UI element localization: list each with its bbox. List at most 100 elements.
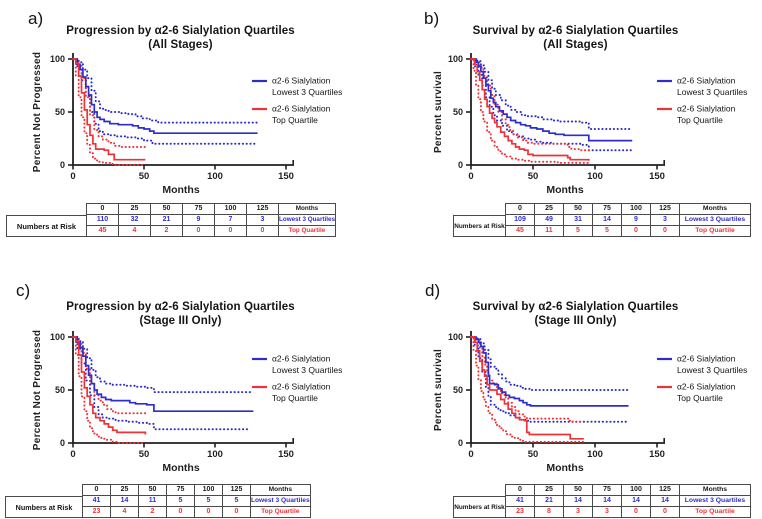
risk-header-row: 0 25 50 75 100 125 Months: [505, 484, 751, 496]
legend-label-line2: Lowest 3 Quartiles: [677, 365, 747, 375]
risk-cell: Months: [679, 484, 751, 496]
numbers-at-risk-label: Numbers at Risk: [6, 215, 87, 237]
risk-data-row: 41 14 11 5 5 5 Lowest 3 Quartiles: [82, 495, 311, 507]
km-curve-ci_lower: [470, 58, 634, 152]
x-tick-label: 100: [207, 171, 223, 182]
y-tick-label: 50: [453, 385, 463, 395]
risk-cell: 11: [534, 225, 564, 237]
panel-c: c) Progression by α2-6 Sialylation Quart…: [0, 270, 381, 519]
risk-cell: 23: [82, 506, 111, 518]
legend-label-line1: α2-6 Sialylation: [677, 104, 736, 114]
risk-cell: Top Quartile: [679, 506, 751, 518]
legend-label-line2: Top Quartile: [272, 115, 318, 125]
risk-cell: 0: [82, 484, 111, 496]
panel-c-title-line2: (Stage III Only): [139, 314, 222, 327]
risk-cell: 8: [534, 506, 564, 518]
risk-cell: Lowest 3 Quartiles: [679, 495, 751, 507]
km-curve-ci_upper: [470, 58, 634, 130]
risk-cell: 11: [138, 495, 167, 507]
risk-cell: 3: [650, 214, 680, 226]
risk-cell: 50: [563, 203, 593, 215]
x-tick-label: 0: [70, 171, 75, 182]
risk-cell: 50: [138, 484, 167, 496]
panel-d-title-line1: Survival by α2-6 Sialylation Quartiles: [472, 301, 679, 313]
km-chart-c: 0 50 100 0 50 100 150 Months Percent Not Progres…: [32, 330, 342, 474]
risk-cell: 75: [182, 203, 215, 215]
risk-cell: 25: [534, 203, 564, 215]
risk-cell: 100: [621, 203, 651, 215]
x-axis-title: Months: [162, 462, 199, 474]
risk-cell: 75: [166, 484, 195, 496]
panel-letter-a: a): [28, 9, 44, 28]
risk-cell: 7: [214, 214, 247, 226]
risk-cell: 125: [246, 203, 279, 215]
risk-cell: 45: [505, 225, 535, 237]
legend-label-line2: Lowest 3 Quartiles: [272, 365, 342, 375]
numbers-at-risk-grid: 0 25 50 75 100 125 Months 41 14 11 5 5 5 Lowest 3 Qua…: [82, 484, 311, 518]
risk-cell: 41: [505, 495, 535, 507]
risk-cell: 100: [621, 484, 651, 496]
risk-cell: 125: [650, 484, 680, 496]
x-axis-title: Months: [546, 184, 583, 196]
y-tick-label: 50: [55, 385, 65, 395]
numbers-at-risk-table-c: Numbers at Risk 0 25 50 75 100 125 Months 41 14 11…: [5, 484, 311, 518]
legend-label-line1: α2-6 Sialylation: [272, 104, 331, 114]
x-tick-label: 0: [468, 171, 473, 182]
panel-letter-c: c): [16, 281, 31, 300]
panel-d-title: Survival by α2-6 Sialylation Quartiles (…: [403, 301, 748, 328]
risk-cell: 125: [222, 484, 251, 496]
risk-cell: 14: [650, 495, 680, 507]
numbers-at-risk-label: Numbers at Risk: [5, 496, 83, 518]
risk-cell: 14: [592, 495, 622, 507]
risk-data-row: 109 49 31 14 9 3 Lowest 3 Quartiles: [505, 214, 751, 226]
risk-cell: 25: [118, 203, 151, 215]
km-curve-estimate: [471, 336, 629, 407]
risk-data-row: 45 4 2 0 0 0 Top Quartile: [86, 225, 336, 237]
x-tick-label: 100: [587, 171, 603, 182]
x-tick-label: 150: [649, 449, 665, 460]
legend-label-line2: Lowest 3 Quartiles: [272, 87, 342, 97]
risk-cell: 0: [621, 506, 651, 518]
y-tick-label: 50: [55, 107, 65, 117]
risk-cell: 100: [194, 484, 223, 496]
x-tick-label: 150: [278, 171, 294, 182]
km-curve-ci_upper: [72, 58, 147, 148]
risk-cell: 2: [150, 225, 183, 237]
risk-cell: 21: [534, 495, 564, 507]
risk-cell: 0: [214, 225, 247, 237]
y-axis-title: Percent survival: [433, 349, 444, 431]
risk-cell: 5: [592, 225, 622, 237]
x-tick-label: 50: [528, 449, 539, 460]
risk-data-row: 23 4 2 0 0 0 Top Quartile: [82, 506, 311, 518]
risk-cell: 9: [182, 214, 215, 226]
y-tick-label: 0: [458, 438, 463, 448]
legend-label-line1: α2-6 Sialylation: [272, 76, 331, 86]
risk-cell: 9: [621, 214, 651, 226]
x-tick-label: 50: [528, 171, 539, 182]
numbers-at-risk-table-d: Numbers at Risk 0 25 50 75 100 125 Months 41 21 14…: [453, 484, 751, 518]
legend-label-line1: α2-6 Sialylation: [677, 382, 736, 392]
x-tick-label: 100: [207, 449, 223, 460]
panel-a-title-line2: (All Stages): [148, 38, 213, 51]
numbers-at-risk-table-b: Numbers at Risk 0 25 50 75 100 125 Months 109 49 3…: [453, 203, 751, 237]
risk-cell: 45: [86, 225, 119, 237]
risk-data-row: 41 21 14 14 14 14 Lowest 3 Quartiles: [505, 495, 751, 507]
y-axis-title: Percent Not Progressed: [32, 52, 43, 173]
km-curve-ci_upper: [72, 58, 259, 124]
risk-cell: 0: [505, 484, 535, 496]
x-tick-label: 150: [649, 171, 665, 182]
risk-cell: 14: [563, 495, 593, 507]
y-tick-label: 50: [453, 107, 463, 117]
y-tick-label: 0: [60, 438, 65, 448]
km-chart-a: 0 50 100 0 50 100 150 Months Percent Not Progres…: [32, 52, 342, 196]
risk-cell: 3: [246, 214, 279, 226]
legend-label-line1: α2-6 Sialylation: [677, 354, 736, 364]
risk-cell: 0: [222, 506, 251, 518]
panel-a-title: Progression by α2-6 Sialylation Quartile…: [8, 25, 353, 52]
risk-cell: Lowest 3 Quartiles: [250, 495, 311, 507]
risk-cell: Top Quartile: [679, 225, 751, 237]
legend-label-line1: α2-6 Sialylation: [677, 76, 736, 86]
km-curve-ci_upper: [470, 336, 630, 391]
risk-cell: 0: [182, 225, 215, 237]
risk-cell: 3: [592, 506, 622, 518]
